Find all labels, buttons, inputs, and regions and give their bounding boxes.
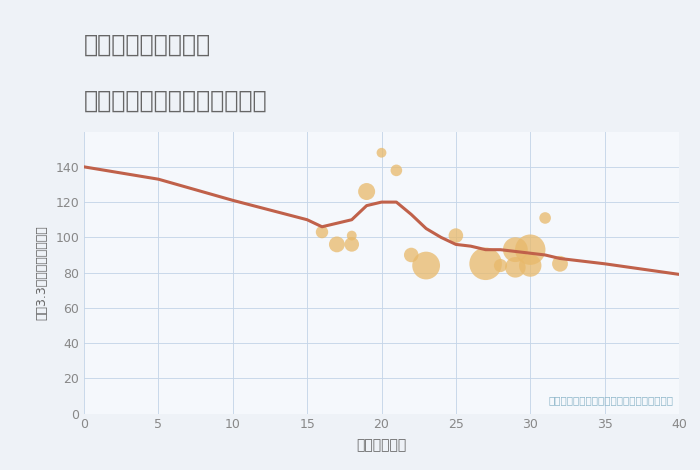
Y-axis label: 坪（3.3㎡）単価（万円）: 坪（3.3㎡）単価（万円） xyxy=(35,225,48,320)
Point xyxy=(554,260,566,267)
Text: 築年数別中古マンション価格: 築年数別中古マンション価格 xyxy=(84,89,267,113)
Point xyxy=(540,214,551,222)
Point xyxy=(391,167,402,174)
Point xyxy=(361,188,372,196)
Point xyxy=(480,260,491,267)
Point xyxy=(406,251,417,258)
Point xyxy=(525,262,536,269)
Text: 円の大きさは、取引のあった物件面積を示す: 円の大きさは、取引のあった物件面積を示す xyxy=(548,395,673,405)
Point xyxy=(376,149,387,157)
X-axis label: 築年数（年）: 築年数（年） xyxy=(356,439,407,453)
Point xyxy=(421,262,432,269)
Point xyxy=(346,241,357,248)
Point xyxy=(346,232,357,239)
Point xyxy=(495,262,506,269)
Point xyxy=(510,264,521,271)
Point xyxy=(450,232,461,239)
Point xyxy=(510,246,521,253)
Point xyxy=(331,241,342,248)
Text: 大阪府吹田市山田北: 大阪府吹田市山田北 xyxy=(84,32,211,56)
Point xyxy=(316,228,328,236)
Point xyxy=(525,246,536,253)
